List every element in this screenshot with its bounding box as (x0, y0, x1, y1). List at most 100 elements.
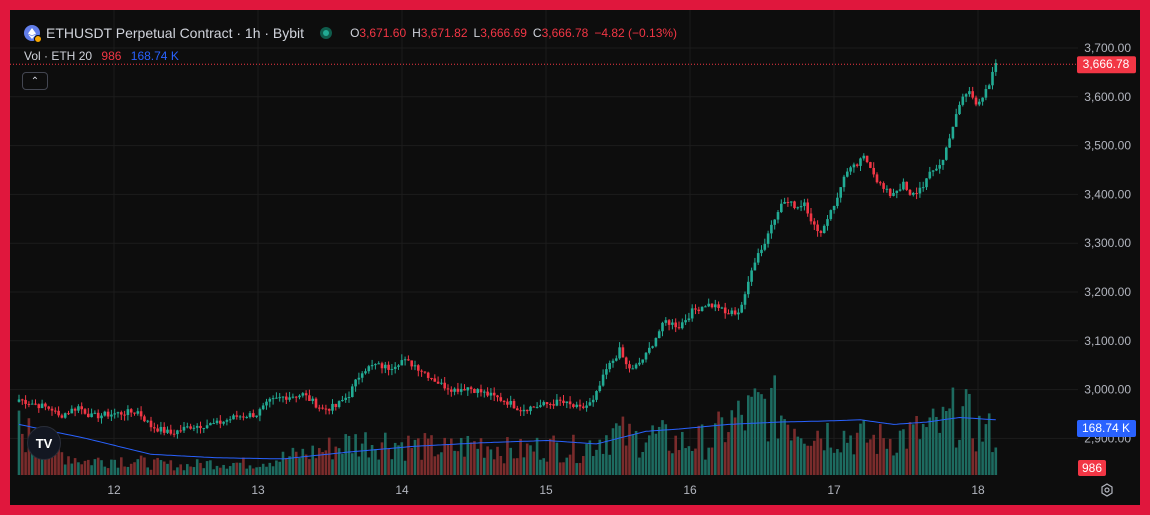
volume-bar (374, 449, 377, 475)
candle-body (664, 320, 668, 323)
candle-body (21, 399, 24, 401)
symbol-title[interactable]: ETHUSDT Perpetual Contract · 1h · Bybit (46, 25, 305, 41)
candle-body (770, 224, 773, 234)
volume-bar (479, 438, 483, 475)
candle-body (50, 408, 54, 411)
volume-bar (522, 457, 526, 475)
candle-body (733, 310, 737, 315)
volume-bar (367, 457, 371, 475)
volume-bar (311, 445, 314, 475)
volume-bar (347, 435, 351, 475)
candle-body (915, 192, 918, 194)
price-tick-label: 3,500.00 (1084, 139, 1131, 153)
volume-bar (483, 457, 486, 475)
candle-body (595, 391, 598, 400)
candle-body (47, 406, 50, 409)
candle-body (496, 395, 499, 398)
volume-bar (40, 459, 44, 475)
candle-body (747, 281, 750, 295)
candle-body (842, 176, 846, 188)
time-tick-label: 13 (251, 483, 265, 497)
candle-body (542, 402, 545, 406)
volume-bar (110, 459, 113, 475)
volume-bar (238, 462, 242, 475)
volume-bar (469, 442, 473, 475)
candle-body (285, 396, 288, 400)
price-tick-label: 3,100.00 (1084, 334, 1131, 348)
candle-body (502, 400, 506, 402)
candle-body (90, 413, 93, 418)
volume-bar (169, 460, 173, 475)
volume-bar (24, 452, 27, 475)
candlestick-chart[interactable]: 2,900.003,000.003,100.003,200.003,300.00… (10, 10, 1140, 505)
candle-body (836, 197, 839, 206)
candle-body (591, 399, 595, 403)
volume-bar (796, 436, 800, 475)
volume-bar (938, 432, 941, 475)
candle-body (281, 396, 285, 398)
volume-bar (113, 459, 116, 475)
volume-bar (984, 424, 988, 475)
volume-bar (717, 411, 720, 475)
volume-bar (681, 431, 684, 475)
candle-body (57, 410, 60, 416)
candle-body (126, 409, 130, 416)
volume-bar (298, 458, 301, 475)
volume-bar (106, 468, 110, 475)
candle-body (440, 382, 443, 384)
candle-body (77, 406, 80, 411)
volume-bar (978, 415, 981, 475)
candle-body (605, 369, 608, 375)
candle-body (364, 371, 367, 374)
candle-body (103, 411, 107, 416)
candle-body (558, 399, 562, 401)
candle-body (704, 306, 707, 308)
volume-bar (981, 441, 984, 475)
candle-body (601, 374, 605, 386)
candle-body (450, 389, 453, 392)
candle-body (796, 207, 800, 209)
settings-icon[interactable] (1099, 482, 1115, 498)
candle-body (351, 386, 354, 398)
volume-bar (153, 459, 156, 475)
volume-bar (291, 447, 295, 475)
candle-body (199, 425, 202, 429)
candle-body (459, 389, 463, 392)
candle-body (30, 403, 34, 405)
candle-body (555, 399, 559, 406)
candle-body (80, 406, 83, 410)
candle-body (700, 306, 704, 312)
volume-bar (737, 400, 740, 475)
volume-bar (621, 416, 625, 475)
candle-body (859, 158, 862, 166)
candle-body (799, 206, 803, 208)
candle-body (690, 308, 694, 319)
volume-bar (951, 387, 955, 475)
volume-bar (222, 464, 225, 475)
candle-body (902, 181, 905, 190)
candle-body (862, 155, 866, 159)
candle-body (136, 411, 140, 414)
candle-body (750, 270, 753, 282)
candle-body (846, 171, 849, 177)
volume-bar (258, 466, 262, 475)
candle-body (87, 413, 90, 418)
volume-bar (562, 462, 565, 475)
candle-body (819, 231, 823, 233)
time-tick-label: 12 (107, 483, 121, 497)
collapse-legend-button[interactable]: ⌃ (22, 72, 48, 90)
candle-body (113, 413, 116, 415)
price-tick-label: 3,200.00 (1084, 285, 1131, 299)
volume-bar (793, 428, 796, 475)
candle-body (189, 426, 192, 429)
candle-body (70, 408, 74, 414)
volume-bar (727, 432, 730, 475)
volume-legend[interactable]: Vol · ETH 20 986 168.74 K (24, 49, 179, 63)
volume-bar (882, 438, 885, 475)
candle-body (661, 322, 664, 332)
volume-bar (912, 424, 915, 475)
candle-body (707, 303, 710, 307)
volume-bar (21, 433, 24, 475)
volume-bar (555, 442, 559, 475)
tradingview-logo-icon[interactable]: TV (27, 426, 61, 460)
